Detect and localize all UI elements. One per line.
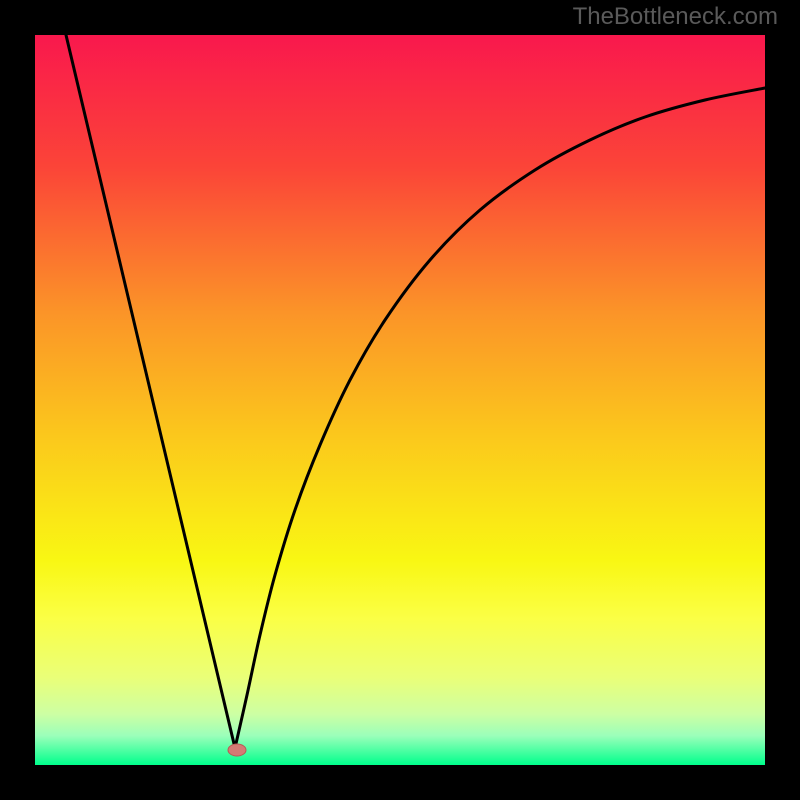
minimum-marker [228,744,246,756]
watermark-text: TheBottleneck.com [573,3,778,31]
chart-container: TheBottleneck.com [0,0,800,800]
bottleneck-chart [0,0,800,800]
